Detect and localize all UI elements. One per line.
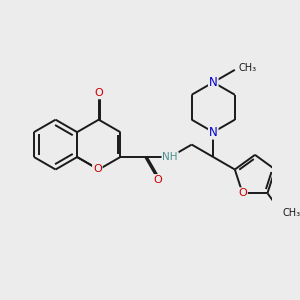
Text: NH: NH <box>162 152 178 162</box>
Text: CH₃: CH₃ <box>238 64 256 74</box>
Text: CH₃: CH₃ <box>283 208 300 218</box>
Text: O: O <box>93 164 102 175</box>
Text: N: N <box>209 76 218 89</box>
Text: O: O <box>94 88 103 98</box>
Text: O: O <box>238 188 247 198</box>
Text: O: O <box>153 175 162 185</box>
Text: N: N <box>209 126 218 139</box>
